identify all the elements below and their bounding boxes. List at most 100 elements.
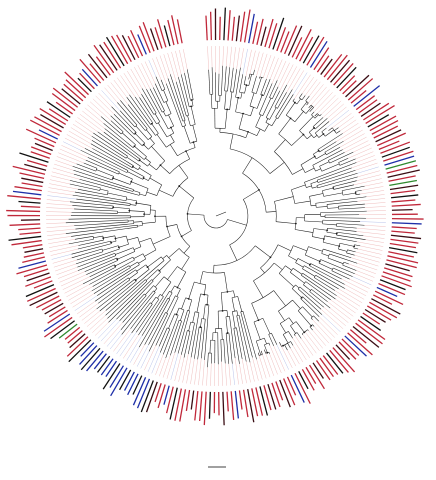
tree-branch [69, 180, 101, 189]
leaf-label [169, 387, 178, 420]
leaf-guide-line [221, 361, 223, 386]
node-marker [226, 108, 229, 111]
tree-branch [305, 281, 331, 301]
tree-arc [169, 291, 173, 294]
leaf-label [190, 390, 195, 410]
node-marker [138, 159, 141, 162]
tree-arc [289, 268, 294, 273]
tree-branch [209, 340, 211, 354]
leaf-guide-line [335, 298, 356, 314]
tree-branch [136, 202, 151, 206]
tree-arc [255, 126, 265, 132]
tree-branch [118, 243, 129, 248]
leaf-guide-line [87, 104, 102, 117]
tree-branch [176, 288, 181, 297]
leaf-label [34, 116, 62, 133]
tree-branch [135, 269, 150, 281]
leaf-guide-line [64, 283, 84, 294]
leaf-label [142, 22, 155, 52]
leaf-label [391, 203, 421, 207]
leaf-label [319, 357, 334, 377]
tree-branch [166, 224, 177, 227]
tree-branch [120, 100, 146, 131]
tree-branch [310, 181, 318, 184]
tree-branch [333, 184, 355, 190]
leaf-guide-line [92, 318, 108, 333]
leaf-label [272, 17, 285, 50]
leaf-label [239, 11, 246, 42]
tree-branch [287, 343, 291, 349]
tree-branch [274, 262, 283, 270]
tree-branch [130, 204, 137, 206]
tree-arc [147, 136, 153, 140]
leaf-guide-line [81, 308, 97, 321]
leaf-label [95, 56, 111, 76]
tree-branch [99, 188, 109, 192]
tree-branch [291, 288, 302, 298]
leaf-guide-line [190, 358, 195, 385]
leaf-label [263, 385, 272, 411]
tree-branch [278, 310, 285, 321]
leaf-guide-line [61, 274, 87, 287]
leaf-label [287, 25, 303, 56]
leaf-label [171, 15, 179, 45]
tree-branch [329, 151, 354, 164]
tree-branch [174, 310, 188, 353]
tree-branch [165, 83, 183, 127]
tree-branch [264, 344, 268, 353]
tree-branch [313, 135, 318, 139]
node-marker [190, 105, 193, 108]
leaf-label [34, 142, 53, 152]
tree-branch [105, 260, 165, 311]
tree-branch [326, 201, 358, 205]
leaf-guide-line [356, 227, 386, 231]
tree-branch [264, 349, 266, 354]
tree-branch [318, 133, 324, 138]
leaf-label [329, 349, 349, 373]
leaf-label [299, 36, 314, 62]
leaf-guide-line [256, 52, 264, 77]
tree-branch [285, 102, 296, 116]
leaf-guide-line [327, 301, 351, 320]
leaf-guide-line [323, 307, 346, 326]
node-marker [135, 202, 138, 204]
tree-branch [295, 262, 304, 268]
tree-branch [180, 309, 185, 321]
leaf-label [23, 252, 45, 258]
leaf-label [384, 155, 415, 166]
tree-branch [130, 302, 151, 329]
tree-branch [199, 271, 204, 284]
tree-branch [193, 142, 196, 148]
leaf-guide-line [162, 355, 171, 378]
leaf-guide-line [277, 60, 287, 81]
tree-branch [77, 255, 116, 271]
leaf-label [386, 259, 417, 269]
tree-branch [226, 310, 228, 317]
leaf-label [123, 371, 135, 391]
tree-branch [197, 327, 203, 360]
leaf-label [243, 9, 251, 43]
leaf-label [79, 58, 102, 84]
leaf-guide-line [360, 190, 385, 195]
tree-branch [160, 164, 170, 174]
tree-branch [76, 198, 131, 206]
tree-branch [316, 206, 328, 208]
leaf-label [379, 279, 406, 291]
leaf-guide-line [276, 344, 289, 370]
leaf-label [127, 373, 139, 396]
node-marker [261, 94, 264, 97]
tree-branch [321, 253, 329, 257]
tree-arc [290, 321, 297, 326]
tree-branch [297, 310, 312, 326]
leaf-label [80, 347, 101, 371]
leaf-guide-line [46, 207, 75, 210]
tree-branch [332, 267, 353, 277]
leaf-label [291, 37, 303, 58]
tree-branch [233, 290, 236, 298]
tree-branch [75, 223, 134, 230]
leaf-label [29, 119, 60, 136]
leaf-label [385, 160, 417, 170]
leaf-guide-line [321, 314, 341, 332]
leaf-label [52, 87, 79, 108]
tree-branch [134, 96, 154, 124]
